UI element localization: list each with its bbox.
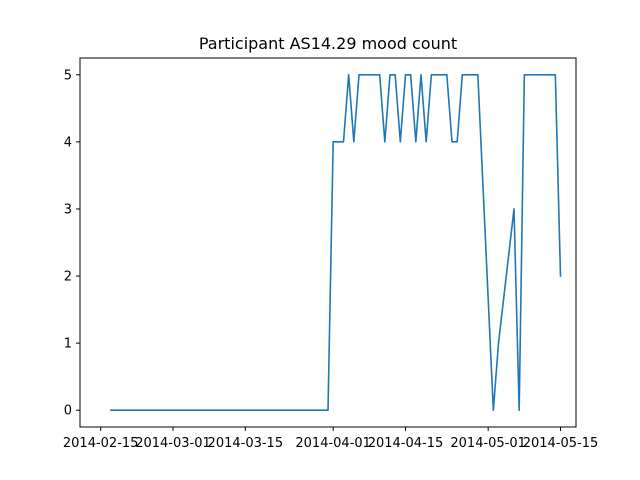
- x-tick-label-4: 2014-04-15: [368, 436, 444, 451]
- x-tick-label-1: 2014-03-01: [135, 436, 211, 451]
- x-tick-label-0: 2014-02-15: [63, 436, 139, 451]
- chart-title: Participant AS14.29 mood count: [199, 34, 457, 53]
- y-tick-label-3: 3: [64, 202, 72, 217]
- x-tick-label-3: 2014-04-01: [295, 436, 371, 451]
- y-tick-label-4: 4: [64, 135, 72, 150]
- y-tick-label-2: 2: [64, 270, 72, 285]
- series-line-0: [110, 73, 562, 412]
- y-tick-label-0: 0: [64, 404, 72, 419]
- x-tick-label-5: 2014-05-01: [450, 436, 526, 451]
- axes-frame: [79, 57, 577, 428]
- y-tick-label-5: 5: [64, 68, 72, 83]
- x-tick-label-6: 2014-05-15: [523, 436, 599, 451]
- y-tick-label-1: 1: [64, 337, 72, 352]
- x-tick-label-2: 2014-03-15: [208, 436, 284, 451]
